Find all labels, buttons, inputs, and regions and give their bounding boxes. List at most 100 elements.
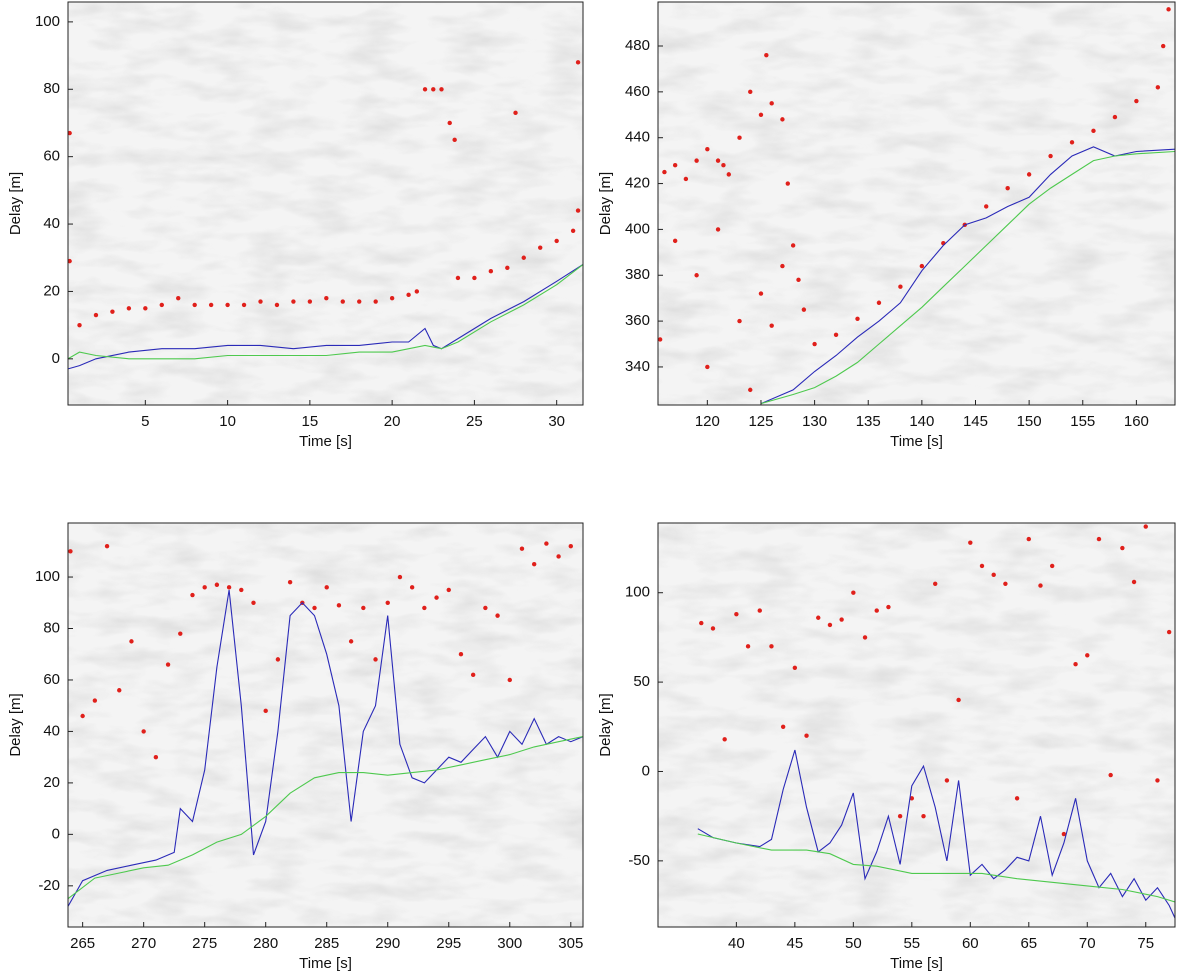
data-point [538,245,543,250]
data-point [126,306,132,311]
data-point [422,605,427,611]
x-tick-label: 20 [384,413,401,430]
x-tick-label: 150 [1017,413,1042,430]
data-line [697,749,1175,919]
y-tick-label: 60 [43,671,60,688]
data-point [192,302,197,308]
y-axis-label: Delay [m] [597,693,614,756]
background-texture [658,523,1175,927]
data-point [178,631,183,636]
data-point [488,269,494,274]
data-point [715,227,721,232]
data-point [77,322,82,328]
data-point [470,672,476,678]
data-point [397,574,403,580]
data-point [110,309,115,314]
data-point [1155,778,1160,783]
data-point [1026,536,1031,542]
data-point [748,387,753,393]
data-point [385,600,390,605]
data-point [361,605,366,611]
data-point [1112,114,1118,120]
data-point [507,677,512,683]
data-point [764,52,769,58]
data-point [721,163,726,168]
data-point [734,611,739,617]
data-point [1073,662,1078,667]
background-texture [658,2,1175,405]
data-point [968,540,973,545]
data-point [919,263,925,269]
panel: 5 10 15 20 25 30 0 20 40 60 80 100 Time [s] Delay [m] [7,1,584,450]
data-point [208,302,214,308]
data-point [780,724,786,729]
data-line [68,589,583,907]
data-line [697,833,1175,903]
data-line [760,150,1175,405]
y-tick-label: 0 [642,762,650,779]
plot-area [658,7,1175,405]
y-tick-label: 100 [35,13,60,30]
data-point [263,708,268,714]
data-point [1038,583,1043,588]
y-axis-label: Delay [m] [7,172,24,235]
data-point [1085,653,1090,658]
x-tick-label: 30 [548,413,565,430]
data-point [258,299,263,304]
data-point [1131,579,1137,585]
x-axis-label: Time [s] [890,433,943,450]
data-point [801,307,807,312]
data-line [68,264,583,360]
data-point [568,543,573,549]
y-tick-label: 20 [43,774,60,791]
y-tick-label: -50 [628,852,650,869]
data-point [792,665,798,670]
data-point [672,163,678,168]
data-point [705,146,710,152]
data-point [239,587,244,593]
data-point [324,295,329,301]
x-tick-label: 145 [963,413,988,430]
y-axis-label: Delay [m] [7,693,24,756]
y-tick-label: 0 [52,350,60,367]
data-point [68,258,72,264]
axes-frame [657,522,1176,928]
data-point [839,617,844,622]
x-tick-label: 120 [695,413,720,430]
data-point [1026,172,1032,177]
data-point [758,291,764,296]
data-point [897,813,903,819]
background-texture [68,2,583,405]
data-point [348,639,354,644]
data-point [531,561,537,567]
data-point [1166,629,1172,635]
data-point [431,87,436,92]
data-point [373,299,378,304]
axes-frame [67,522,584,928]
y-tick-label: 420 [625,175,650,192]
y-tick-label: 340 [625,358,650,375]
data-point [769,101,774,106]
data-point [324,585,329,590]
data-point [439,87,444,92]
data-point [141,729,146,734]
panel: 40 45 50 55 60 65 70 75 -50 0 50 100 Time [s] Delay [… [597,522,1176,972]
axes-frame [657,1,1176,406]
x-tick-label: 160 [1124,413,1149,430]
data-point [495,613,500,618]
data-point [336,603,342,608]
x-tick-label: 25 [466,413,483,430]
x-tick-label: 155 [1070,413,1095,430]
data-point [143,306,148,311]
x-tick-label: 300 [497,935,522,952]
data-point [340,299,345,304]
data-point [710,626,716,631]
data-point [874,608,879,613]
x-tick-label: 285 [314,935,339,952]
x-tick-label: 270 [131,935,156,952]
data-point [483,605,488,611]
data-point [851,590,856,595]
x-axis-label: Time [s] [299,433,352,450]
y-tick-label: 40 [43,215,60,232]
